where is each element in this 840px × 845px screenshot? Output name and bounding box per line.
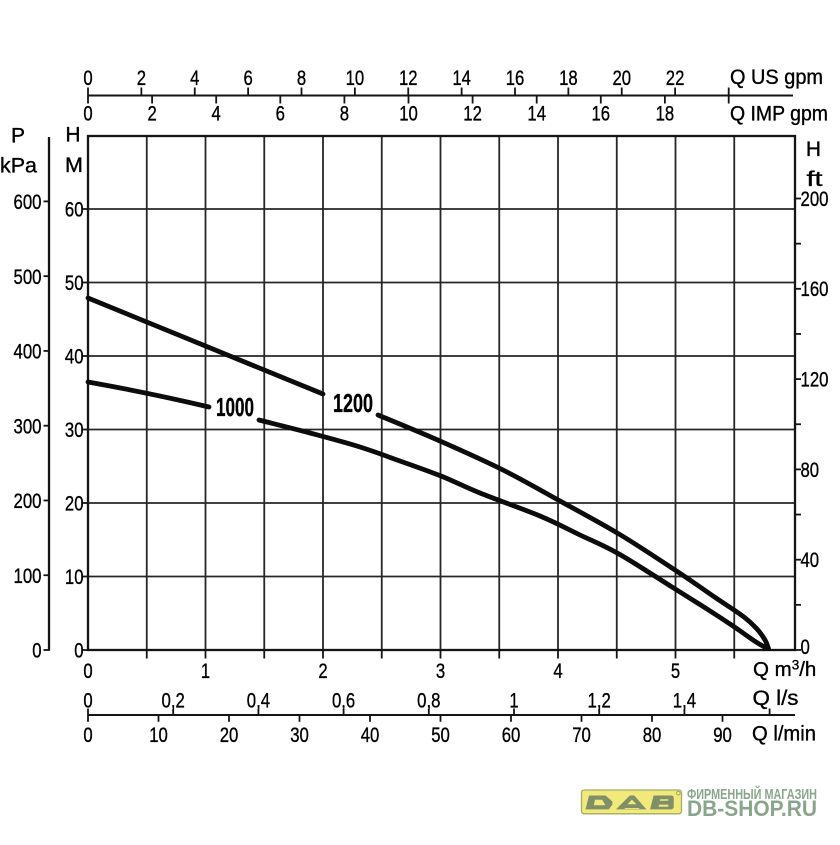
svg-text:kPa: kPa [0,155,37,178]
svg-text:60: 60 [65,198,84,222]
svg-text:М: М [65,153,83,177]
svg-text:P: P [11,125,25,148]
svg-text:0,4: 0,4 [247,689,270,713]
svg-text:40: 40 [65,345,84,369]
svg-text:1,4: 1,4 [673,689,696,713]
svg-text:18: 18 [559,66,578,90]
svg-text:Q l/min: Q l/min [752,723,816,746]
svg-text:0: 0 [74,639,83,663]
svg-text:600: 600 [14,190,42,214]
svg-text:ft: ft [807,168,823,191]
svg-text:22: 22 [666,66,685,90]
svg-text:0: 0 [83,689,92,713]
svg-text:10: 10 [65,565,84,589]
svg-text:80: 80 [643,723,662,747]
svg-text:120: 120 [801,368,829,392]
svg-text:DB-SHOP.RU: DB-SHOP.RU [687,796,817,821]
svg-text:12: 12 [399,66,418,90]
svg-text:6: 6 [243,66,252,90]
svg-text:12: 12 [463,102,482,126]
svg-text:10: 10 [399,102,418,126]
svg-text:2: 2 [137,66,146,90]
svg-text:200: 200 [801,187,829,211]
svg-text:0: 0 [83,723,92,747]
svg-text:16: 16 [506,66,525,90]
svg-text:14: 14 [452,66,471,90]
svg-text:40: 40 [361,723,380,747]
svg-text:0: 0 [32,639,41,663]
svg-text:2: 2 [147,102,156,126]
svg-text:90: 90 [713,723,732,747]
svg-text:400: 400 [14,340,42,364]
svg-text:18: 18 [656,102,675,126]
svg-text:1000: 1000 [216,392,254,422]
svg-text:0: 0 [83,659,92,683]
svg-text:1: 1 [509,689,518,713]
svg-text:20: 20 [612,66,631,90]
svg-text:0,8: 0,8 [417,689,440,713]
svg-text:100: 100 [14,564,42,588]
svg-text:ФИРМЕННЫЙ МАГАЗИН: ФИРМЕННЫЙ МАГАЗИН [687,785,817,803]
svg-text:30: 30 [65,418,84,442]
svg-text:Q l/s: Q l/s [753,687,799,710]
svg-text:1,2: 1,2 [588,689,611,713]
svg-text:160: 160 [801,277,829,301]
svg-text:8: 8 [340,102,349,126]
svg-text:300: 300 [14,414,42,438]
svg-text:3: 3 [436,659,445,683]
svg-text:60: 60 [502,723,521,747]
svg-text:Q IMP gpm: Q IMP gpm [730,103,828,126]
svg-text:10: 10 [149,723,168,747]
svg-text:30: 30 [290,723,309,747]
svg-text:1: 1 [201,659,210,683]
svg-text:4: 4 [212,102,221,126]
svg-text:4: 4 [553,659,562,683]
svg-text:H: H [806,138,821,161]
svg-text:5: 5 [671,659,680,683]
svg-text:0: 0 [801,635,810,659]
svg-text:4: 4 [190,66,199,90]
svg-text:40: 40 [801,548,820,572]
svg-text:0: 0 [83,102,92,126]
svg-text:50: 50 [65,271,84,295]
svg-text:16: 16 [592,102,611,126]
svg-text:H: H [65,124,80,147]
svg-text:0,2: 0,2 [162,689,185,713]
svg-text:Q m3/h: Q m3/h [753,658,816,682]
svg-text:6: 6 [276,102,285,126]
svg-text:500: 500 [14,265,42,289]
svg-text:2: 2 [318,659,327,683]
svg-text:20: 20 [220,723,239,747]
svg-text:80: 80 [801,458,820,482]
svg-text:20: 20 [65,492,84,516]
svg-text:0,6: 0,6 [332,689,355,713]
svg-text:0: 0 [83,66,92,90]
svg-text:1200: 1200 [333,388,373,418]
svg-text:14: 14 [527,102,546,126]
svg-text:70: 70 [572,723,591,747]
svg-text:50: 50 [431,723,450,747]
svg-text:Q US gpm: Q US gpm [730,66,823,89]
svg-text:8: 8 [297,66,306,90]
svg-text:200: 200 [14,489,42,513]
svg-text:10: 10 [346,66,365,90]
